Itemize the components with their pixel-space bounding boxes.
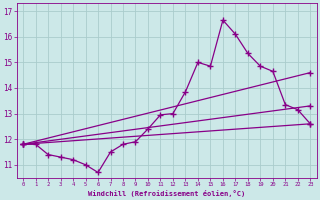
X-axis label: Windchill (Refroidissement éolien,°C): Windchill (Refroidissement éolien,°C) bbox=[88, 190, 245, 197]
